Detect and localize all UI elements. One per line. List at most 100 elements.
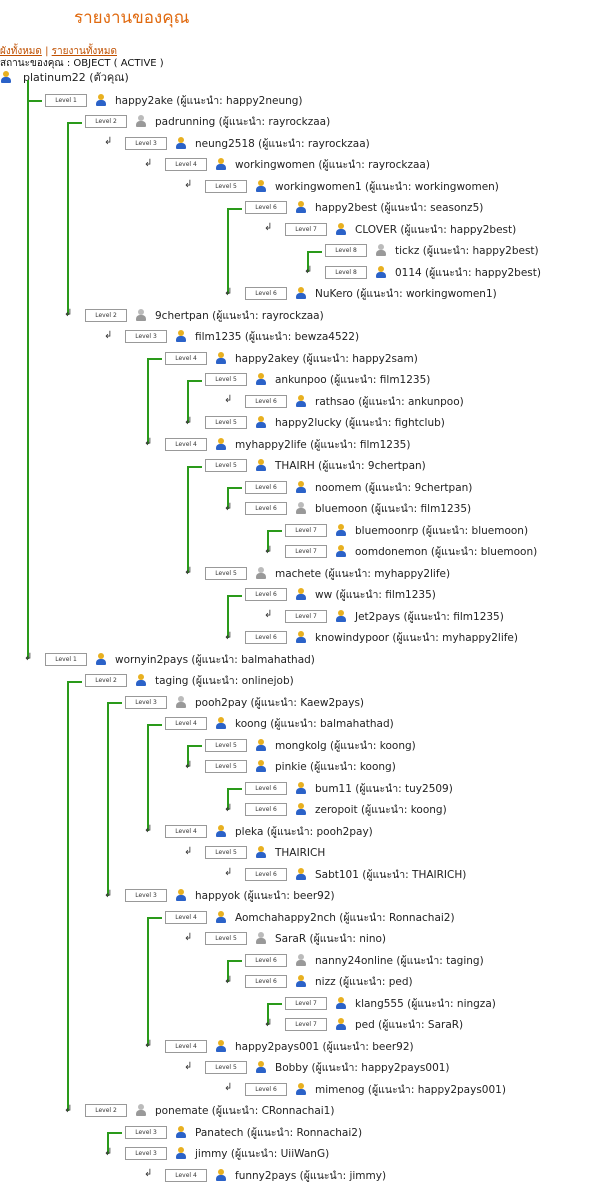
- tree-row[interactable]: Level 7 ped (ผู้แนะนำ: SaraR): [285, 1017, 463, 1033]
- tree-branch-line: [188, 465, 202, 468]
- user-icon: [255, 416, 267, 429]
- tree-row[interactable]: Level 4 funny2pays (ผู้แนะนำ: jimmy): [165, 1167, 386, 1183]
- member-status: สถานะของคุณ : OBJECT ( ACTIVE ): [0, 58, 164, 69]
- tree-row[interactable]: Level 8 0114 (ผู้แนะนำ: happy2best): [325, 264, 541, 280]
- all-tree-link[interactable]: ผังทั้งหมด: [0, 46, 42, 57]
- tree-row[interactable]: Level 1 happy2ake (ผู้แนะนำ: happy2neung): [45, 92, 303, 108]
- tree-row[interactable]: Level 8 tickz (ผู้แนะนำ: happy2best): [325, 243, 539, 259]
- user-icon: [175, 695, 187, 709]
- member-name: nanny24online (ผู้แนะนำ: taging): [315, 954, 484, 967]
- tree-row[interactable]: Level 5 THAIRH (ผู้แนะนำ: 9chertpan): [205, 458, 426, 474]
- tree-row[interactable]: Level 6 knowindypoor (ผู้แนะนำ: myhappy2l…: [245, 630, 518, 646]
- user-icon: [295, 975, 307, 988]
- member-name: SaraR (ผู้แนะนำ: nino): [275, 933, 387, 945]
- tree-row[interactable]: Level 4 happy2pays001 (ผู้แนะนำ: beer92): [165, 1038, 414, 1054]
- level-badge: Level 3: [125, 695, 167, 709]
- member-name: THAIRICH: [275, 846, 326, 859]
- tree-end-icon: ↲: [24, 652, 33, 663]
- tree-row[interactable]: Level 3 jimmy (ผู้แนะนำ: UiiWanG): [125, 1146, 329, 1162]
- tree-connector-line: [227, 960, 229, 982]
- tree-row[interactable]: Level 6 mimenog (ผู้แนะนำ: happy2pays001): [245, 1081, 506, 1097]
- member-name: funny2pays (ผู้แนะนำ: jimmy): [235, 1169, 387, 1182]
- user-icon: [215, 158, 227, 171]
- tree-row[interactable]: Level 5 machete (ผู้แนะนำ: myhappy2life): [205, 565, 450, 581]
- level-badge: Level 6: [245, 287, 287, 300]
- tree-row[interactable]: Level 5 workingwomen1 (ผู้แนะนำ: workingw…: [205, 178, 499, 194]
- tree-row[interactable]: Level 6 ww (ผู้แนะนำ: film1235): [245, 587, 436, 603]
- tree-row[interactable]: Level 5 happy2lucky (ผู้แนะนำ: fightclub): [205, 415, 445, 431]
- tree-connector-line: [227, 487, 229, 509]
- tree-row[interactable]: Level 5 mongkolg (ผู้แนะนำ: koong): [205, 737, 416, 753]
- user-icon: [335, 609, 347, 623]
- tree-row[interactable]: Level 6 NuKero (ผู้แนะนำ: workingwomen1): [245, 286, 497, 302]
- tree-row[interactable]: Level 3 film1235 (ผู้แนะนำ: bewza4522): [125, 329, 359, 345]
- member-name: myhappy2life (ผู้แนะนำ: film1235): [235, 438, 411, 451]
- member-name: happy2lucky (ผู้แนะนำ: fightclub): [275, 417, 445, 429]
- tree-end-icon: ↲: [144, 157, 153, 169]
- user-icon: [255, 459, 267, 472]
- tree-row[interactable]: Level 4 pleka (ผู้แนะนำ: pooh2pay): [165, 823, 373, 839]
- tree-row[interactable]: Level 6 bum11 (ผู้แนะนำ: tuy2509): [245, 780, 453, 796]
- tree-row[interactable]: Level 6 happy2best (ผู้แนะนำ: seasonz5): [245, 200, 483, 216]
- member-name: jimmy (ผู้แนะนำ: UiiWanG): [195, 1148, 330, 1160]
- tree-row[interactable]: Level 6 bluemoon (ผู้แนะนำ: film1235): [245, 501, 471, 517]
- all-report-link[interactable]: รายงานทั้งหมด: [51, 46, 117, 57]
- tree-row[interactable]: Level 5 SaraR (ผู้แนะนำ: nino): [205, 931, 386, 947]
- tree-row[interactable]: Level 2 taging (ผู้แนะนำ: onlinejob): [85, 673, 294, 689]
- tree-row[interactable]: Level 6 noomem (ผู้แนะนำ: 9chertpan): [245, 479, 472, 495]
- member-name: Aomchahappy2nch (ผู้แนะนำ: Ronnachai2): [235, 911, 455, 924]
- tree-row[interactable]: Level 7 oomdonemon (ผู้แนะนำ: bluemoon): [285, 544, 537, 560]
- tree-row[interactable]: Level 6 rathsao (ผู้แนะนำ: ankunpoo): [245, 393, 464, 409]
- level-badge: Level 4: [165, 158, 207, 171]
- tree-row[interactable]: Level 6 zeropoit (ผู้แนะนำ: koong): [245, 802, 447, 818]
- level-badge: Level 7: [285, 222, 327, 236]
- level-badge: Level 3: [125, 1125, 167, 1139]
- user-icon: [295, 201, 307, 214]
- tree-row[interactable]: Level 2 ponemate (ผู้แนะนำ: CRonnachai1): [85, 1103, 334, 1119]
- tree-row[interactable]: Level 3 neung2518 (ผู้แนะนำ: rayrockzaa): [125, 135, 370, 151]
- tree-row[interactable]: Level 4 Aomchahappy2nch (ผู้แนะนำ: Ronnac…: [165, 909, 455, 925]
- tree-end-icon: ↲: [184, 415, 193, 427]
- user-icon: [215, 717, 227, 730]
- tree-row[interactable]: Level 5 Bobby (ผู้แนะนำ: happy2pays001): [205, 1060, 450, 1076]
- tree-row[interactable]: Level 3 Panatech (ผู้แนะนำ: Ronnachai2): [125, 1124, 362, 1140]
- tree-row[interactable]: Level 4 koong (ผู้แนะนำ: balmahathad): [165, 716, 394, 732]
- tree-row[interactable]: Level 6 nizz (ผู้แนะนำ: ped): [245, 974, 413, 990]
- user-icon: [255, 373, 267, 386]
- member-name: ankunpoo (ผู้แนะนำ: film1235): [275, 374, 431, 386]
- tree-row[interactable]: Level 6 Sabt101 (ผู้แนะนำ: THAIRICH): [245, 866, 466, 882]
- tree-branch-line: [148, 723, 162, 726]
- tree-row[interactable]: Level 2 padrunning (ผู้แนะนำ: rayrockzaa): [85, 114, 330, 130]
- tree-row[interactable]: Level 2 9chertpan (ผู้แนะนำ: rayrockzaa): [85, 307, 324, 323]
- tree-row[interactable]: Level 5 pinkie (ผู้แนะนำ: koong): [205, 759, 396, 775]
- member-name: bluemoonrp (ผู้แนะนำ: bluemoon): [355, 524, 529, 537]
- tree-connector-line: [107, 702, 109, 896]
- tree-row[interactable]: Level 6 nanny24online (ผู้แนะนำ: taging): [245, 952, 484, 968]
- tree-row[interactable]: Level 7 CLOVER (ผู้แนะนำ: happy2best): [285, 221, 516, 237]
- tree-row[interactable]: Level 3 happyok (ผู้แนะนำ: beer92): [125, 888, 335, 904]
- tree-row[interactable]: Level 4 myhappy2life (ผู้แนะนำ: film1235): [165, 436, 410, 452]
- user-icon: [135, 115, 147, 128]
- tree-row[interactable]: Level 7 bluemoonrp (ผู้แนะนำ: bluemoon): [285, 522, 528, 538]
- member-name: Sabt101 (ผู้แนะนำ: THAIRICH): [315, 868, 467, 881]
- tree-row[interactable]: Level 5 THAIRICH: [205, 845, 325, 861]
- tree-branch-line: [28, 100, 42, 102]
- level-badge: Level 5: [205, 932, 247, 945]
- level-badge: Level 3: [125, 330, 167, 343]
- user-icon: [0, 70, 12, 84]
- member-name: 0114 (ผู้แนะนำ: happy2best): [395, 266, 541, 279]
- level-badge: Level 4: [165, 437, 207, 451]
- tree-row[interactable]: Level 4 workingwomen (ผู้แนะนำ: rayrockza…: [165, 157, 430, 173]
- tree-row[interactable]: Level 5 ankunpoo (ผู้แนะนำ: film1235): [205, 372, 430, 388]
- tree-row[interactable]: Level 1 wornyin2pays (ผู้แนะนำ: balmahath…: [45, 651, 315, 667]
- tree-row[interactable]: Level 4 happy2akey (ผู้แนะนำ: happy2sam): [165, 350, 418, 366]
- tree-branch-line: [108, 702, 122, 704]
- tree-row[interactable]: Level 7 klang555 (ผู้แนะนำ: ningza): [285, 995, 496, 1011]
- tree-row[interactable]: Level 3 pooh2pay (ผู้แนะนำ: Kaew2pays): [125, 694, 364, 710]
- user-icon: [255, 179, 267, 193]
- tree-branch-line: [268, 1003, 282, 1005]
- tree-row[interactable]: Level 7 Jet2pays (ผู้แนะนำ: film1235): [285, 608, 504, 624]
- level-badge: Level 5: [205, 1061, 247, 1074]
- user-icon: [175, 136, 187, 150]
- root-node[interactable]: platinum22 (ตัวคุณ): [0, 68, 129, 86]
